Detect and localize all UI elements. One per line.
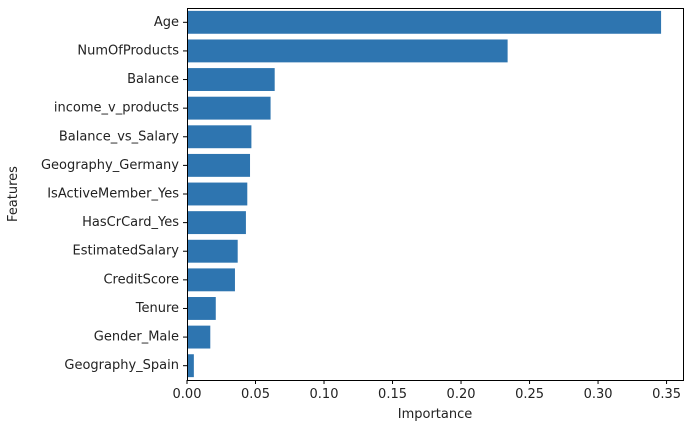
bar: [187, 239, 238, 263]
x-tick-label: 0.25: [515, 387, 544, 402]
y-tick-label: Balance_vs_Salary: [59, 129, 179, 144]
y-tick-label: EstimatedSalary: [72, 244, 179, 259]
bar: [187, 68, 275, 91]
y-tick-label: Balance: [127, 72, 179, 87]
y-axis-ticks: Age NumOfProducts Balance income_v_products…: [41, 15, 187, 373]
y-tick-label: Tenure: [135, 301, 179, 316]
y-tick-label: NumOfProducts: [77, 43, 179, 58]
x-axis-label: Importance: [398, 407, 473, 422]
x-tick-label: 0.35: [652, 387, 681, 402]
bar: [187, 125, 252, 149]
plot-frame: [187, 8, 684, 381]
y-tick-label: IsActiveMember_Yes: [47, 187, 179, 202]
y-tick-label: Age: [154, 15, 179, 30]
bar: [187, 297, 216, 320]
x-tick-label: 0.20: [447, 387, 476, 402]
bars-layer: [187, 10, 662, 378]
bar: [187, 268, 235, 292]
y-tick-label: Geography_Germany: [41, 158, 179, 173]
y-tick-label: CreditScore: [103, 272, 179, 287]
x-tick-label: 0.15: [378, 387, 407, 402]
bar: [187, 211, 246, 235]
y-tick-label: income_v_products: [54, 101, 179, 116]
y-axis-label: Features: [6, 166, 21, 222]
y-tick-label: Geography_Spain: [64, 358, 179, 373]
bar: [187, 96, 271, 120]
bar: [187, 10, 662, 34]
bar: [187, 153, 251, 177]
x-tick-label: 0.30: [584, 387, 613, 402]
y-tick-label: HasCrCard_Yes: [82, 215, 179, 230]
x-axis-ticks: 0.00 0.05 0.10 0.15 0.20 0.25 0.30 0.35: [173, 380, 681, 402]
y-tick-label: Gender_Male: [94, 330, 179, 345]
bar: [187, 354, 194, 378]
x-tick-label: 0.10: [310, 387, 339, 402]
bar: [187, 325, 211, 349]
x-tick-label: 0.00: [173, 387, 202, 402]
x-tick-label: 0.05: [241, 387, 270, 402]
bar: [187, 182, 248, 206]
bar: [187, 39, 508, 63]
